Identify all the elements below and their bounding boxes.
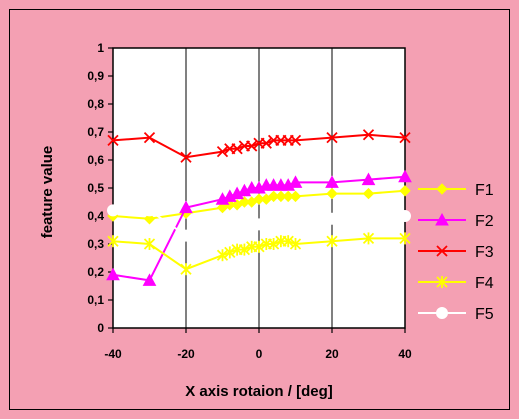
data-point xyxy=(143,131,156,144)
data-point xyxy=(142,273,157,286)
data-point xyxy=(289,190,302,203)
data-point xyxy=(399,210,411,222)
legend-item: F2 xyxy=(418,212,494,230)
data-point xyxy=(326,187,338,200)
data-point xyxy=(267,238,280,250)
chart-border xyxy=(9,9,510,410)
legend-item: F1 xyxy=(418,182,494,199)
x-axis-label: X axis rotaion / [deg] xyxy=(185,383,333,400)
data-point xyxy=(362,187,375,200)
x-tick-label: 20 xyxy=(325,347,339,361)
data-point xyxy=(180,229,192,242)
series-f2 xyxy=(106,169,412,286)
data-point xyxy=(362,212,375,225)
data-point xyxy=(216,249,229,262)
data-point xyxy=(246,140,258,152)
legend-marker xyxy=(436,276,448,288)
data-point xyxy=(107,235,119,248)
y-tick-label: 0,3 xyxy=(87,237,104,251)
data-point xyxy=(260,137,272,149)
data-point xyxy=(179,200,193,214)
legend-label: F1 xyxy=(475,182,494,199)
y-axis-label: feature value xyxy=(39,146,56,239)
data-point xyxy=(362,232,375,245)
legend-item: F5 xyxy=(418,306,494,323)
data-point xyxy=(180,263,192,276)
data-point xyxy=(399,232,411,245)
data-point xyxy=(107,204,119,217)
legend-marker xyxy=(436,307,448,319)
legend-label: F3 xyxy=(475,244,494,261)
series-f5 xyxy=(107,204,411,242)
data-point xyxy=(231,143,243,155)
data-point xyxy=(325,175,339,188)
data-point xyxy=(289,215,302,228)
y-tick-label: 0,8 xyxy=(87,97,104,111)
data-point xyxy=(326,212,338,225)
y-tick-label: 0,9 xyxy=(87,69,104,83)
y-tick-label: 1 xyxy=(97,41,104,55)
data-point xyxy=(326,131,338,144)
data-point xyxy=(253,240,265,253)
data-point xyxy=(107,134,119,147)
data-point xyxy=(143,213,156,225)
data-point xyxy=(216,145,229,158)
legend-marker xyxy=(436,183,448,195)
y-tick-label: 0,4 xyxy=(87,209,104,223)
data-point xyxy=(362,129,375,141)
data-point xyxy=(398,169,412,183)
data-point xyxy=(289,238,302,250)
legend-item: F4 xyxy=(418,275,494,292)
data-point xyxy=(289,134,302,147)
x-tick-label: 0 xyxy=(256,347,263,361)
data-point xyxy=(288,175,303,188)
series-f3 xyxy=(107,129,411,163)
x-tick-label: -40 xyxy=(104,347,122,361)
data-point xyxy=(399,131,411,144)
data-point xyxy=(143,238,156,250)
legend-label: F4 xyxy=(475,275,494,292)
y-tick-label: 0,1 xyxy=(87,293,104,307)
data-point xyxy=(238,243,251,256)
data-point xyxy=(106,267,120,281)
data-point xyxy=(399,185,411,197)
legend: F1 F2 F3 F4 F5 xyxy=(418,182,494,323)
y-tick-label: 0,5 xyxy=(87,181,104,195)
data-point xyxy=(282,235,294,248)
legend-label: F5 xyxy=(475,306,494,323)
series-f4 xyxy=(107,232,411,276)
legend-marker xyxy=(436,245,448,257)
data-point xyxy=(143,204,156,217)
data-point xyxy=(224,246,236,259)
y-tick-label: 0,6 xyxy=(87,153,104,167)
data-point xyxy=(180,151,192,163)
x-tick-label: -20 xyxy=(177,347,195,361)
legend-marker xyxy=(435,212,449,226)
y-tick-label: 0,7 xyxy=(87,125,104,139)
y-tick-label: 0,2 xyxy=(87,265,104,279)
data-point xyxy=(326,235,338,248)
data-point xyxy=(361,172,376,186)
legend-label: F2 xyxy=(475,213,494,230)
legend-item: F3 xyxy=(418,244,494,261)
x-tick-label: 40 xyxy=(398,347,412,361)
y-tick-label: 0 xyxy=(97,321,104,335)
